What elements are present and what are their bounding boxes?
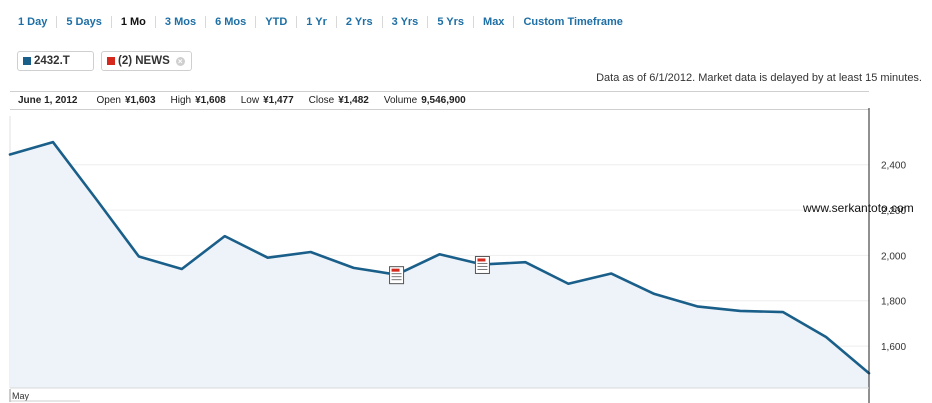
news-color-swatch — [107, 57, 115, 65]
volume-value: 9,546,900 — [421, 95, 466, 106]
timeframe-tabs: 1 Day 5 Days 1 Mo 3 Mos 6 Mos YTD 1 Yr 2 Yrs 3 Y… — [0, 12, 632, 32]
timeframe-tab[interactable]: 5 Days — [57, 16, 112, 28]
data-point — [738, 309, 742, 313]
data-point — [609, 272, 613, 276]
data-point — [566, 282, 570, 286]
open-value: ¥1,603 — [124, 95, 156, 106]
timeframe-tab[interactable]: 3 Yrs — [383, 16, 429, 28]
timeframe-tab[interactable]: 6 Mos — [206, 16, 257, 28]
price-area — [10, 142, 869, 388]
timeframe-tab[interactable]: 2 Yrs — [337, 16, 383, 28]
data-point — [352, 266, 356, 270]
data-point — [137, 255, 141, 259]
data-point — [652, 292, 656, 296]
timeframe-tab[interactable]: Max — [474, 16, 515, 28]
timeframe-tab[interactable]: Custom Timeframe — [523, 16, 623, 28]
y-tick-label: 2,200 — [881, 206, 906, 217]
data-point — [223, 234, 227, 238]
y-tick-label: 2,000 — [881, 251, 906, 262]
data-point — [8, 153, 12, 157]
close-value: ¥1,482 — [338, 95, 369, 106]
timeframe-tab[interactable]: 3 Mos — [156, 16, 207, 28]
ohlc-date: June 1, 2012 — [18, 95, 78, 106]
open-label: Open — [96, 95, 121, 106]
data-point — [438, 252, 442, 256]
data-point — [51, 140, 55, 144]
data-point — [824, 335, 828, 339]
timeframe-tab[interactable]: 1 Day — [0, 16, 58, 28]
x-tick-label: May — [12, 391, 30, 401]
news-marker-icon[interactable] — [389, 266, 405, 285]
series-color-swatch — [23, 57, 31, 65]
data-point — [695, 304, 699, 308]
watermark-text: www.serkantoto.com — [803, 201, 914, 215]
y-tick-label: 1,800 — [881, 297, 906, 308]
data-as-of-note: Data as of 6/1/2012. Market data is dela… — [596, 72, 922, 84]
high-label: High — [170, 95, 192, 106]
symbol-chip-2432t[interactable]: 2432.T — [17, 51, 94, 71]
timeframe-tab[interactable]: 1 Mo — [112, 16, 156, 28]
symbol-label: 2432.T — [34, 55, 70, 67]
data-point — [309, 250, 313, 254]
timeframe-tab[interactable]: 5 Yrs — [428, 16, 475, 28]
low-label: Low — [240, 95, 260, 106]
low-value: ¥1,477 — [263, 95, 294, 106]
data-point — [781, 310, 785, 314]
remove-news-icon[interactable]: × — [175, 56, 185, 66]
news-chip[interactable]: (2) NEWS × — [101, 51, 192, 71]
data-point — [266, 256, 270, 260]
y-tick-label: 1,600 — [881, 342, 906, 353]
price-line — [8, 140, 871, 375]
price-chart[interactable]: 1,600 1,800 2,000 2,200 2,400 May — [0, 108, 932, 403]
close-label: Close — [308, 95, 335, 106]
news-label: (2) NEWS — [118, 55, 170, 67]
news-marker-icon[interactable] — [474, 255, 490, 274]
data-point — [523, 260, 527, 264]
high-value: ¥1,608 — [195, 95, 226, 106]
data-point — [94, 197, 98, 201]
data-point — [180, 267, 184, 271]
timeframe-tab[interactable]: 1 Yr — [297, 16, 337, 28]
y-tick-label: 2,400 — [881, 161, 906, 172]
timeframe-tab[interactable]: YTD — [256, 16, 298, 28]
ohlc-summary: June 1, 2012 Open ¥1,603 High ¥1,608 Low… — [10, 91, 869, 110]
volume-label: Volume — [383, 95, 418, 106]
